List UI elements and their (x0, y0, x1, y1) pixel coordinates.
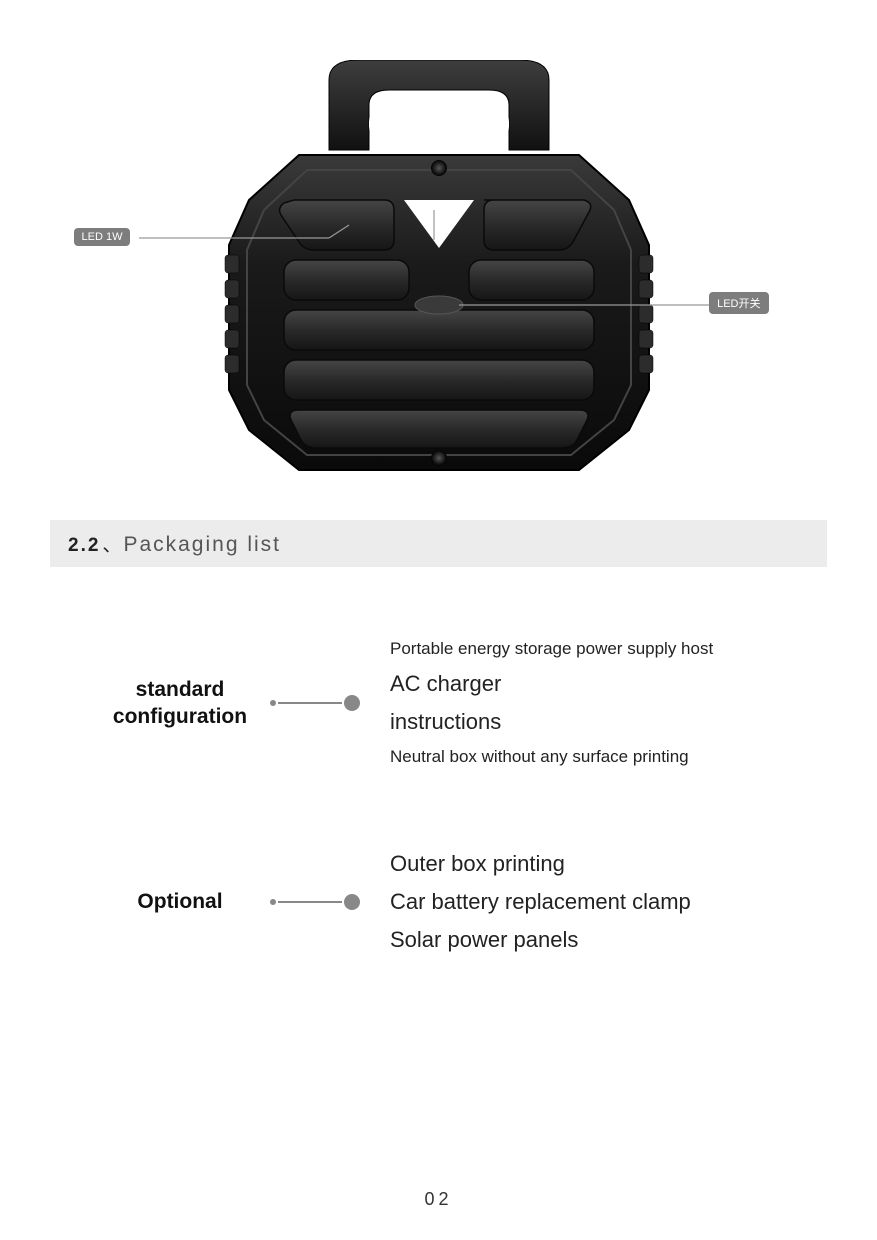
callout-led-switch: LED开关 (709, 292, 768, 314)
section-separator: 、 (102, 535, 121, 556)
section-number: 2.2 (68, 535, 100, 556)
list-item: Neutral box without any surface printing (390, 747, 787, 767)
list-item: AC charger (390, 671, 787, 697)
packaging-standard-row: standard configuration Portable energy s… (90, 627, 787, 779)
list-item: Portable energy storage power supply hos… (390, 639, 787, 659)
document-page: LED 1W LED开关 2.2、Packaging list standard… (0, 0, 877, 1240)
device-svg (129, 60, 749, 480)
product-figure: LED 1W LED开关 (129, 60, 749, 480)
connector-icon (270, 695, 360, 711)
page-number: 02 (0, 1189, 877, 1210)
callout-led-1w: LED 1W (74, 228, 131, 246)
list-item: Outer box printing (390, 851, 787, 877)
list-item: Car battery replacement clamp (390, 889, 787, 915)
optional-label: Optional (90, 888, 270, 915)
connector-icon (270, 894, 360, 910)
optional-items: Outer box printing Car battery replaceme… (360, 839, 787, 965)
section-header: 2.2、Packaging list (50, 520, 827, 567)
standard-items: Portable energy storage power supply hos… (360, 627, 787, 779)
list-item: instructions (390, 709, 787, 735)
list-item: Solar power panels (390, 927, 787, 953)
standard-label: standard configuration (90, 676, 270, 731)
section-title: Packaging list (123, 533, 281, 556)
packaging-optional-row: Optional Outer box printing Car battery … (90, 839, 787, 965)
packaging-list: standard configuration Portable energy s… (50, 627, 827, 965)
